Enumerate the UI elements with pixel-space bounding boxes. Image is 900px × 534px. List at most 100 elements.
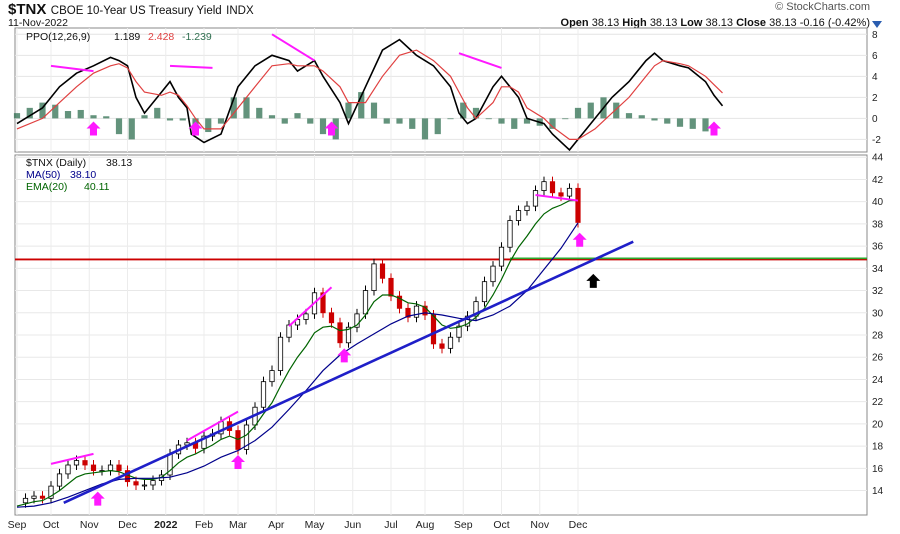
x-tick-label: Mar	[229, 519, 248, 531]
price-tick-label: 30	[872, 308, 884, 319]
ppo-histogram-bar	[26, 107, 33, 119]
price-bar-body	[439, 343, 445, 349]
price-tick-label: 28	[872, 331, 884, 342]
price-bar-body	[337, 322, 343, 344]
ppo-histogram-bar	[485, 118, 492, 120]
ma50-legend-value: 38.10	[70, 169, 96, 181]
ppo-up-arrow-icon	[86, 121, 101, 136]
ppo-histogram-bar	[77, 109, 84, 119]
ppo-histogram-bar	[460, 102, 467, 119]
ppo-histogram-bar	[587, 102, 594, 119]
ticker-title: $TNX CBOE 10-Year US Treasury Yield INDX	[8, 1, 254, 19]
price-bar-body	[116, 464, 122, 471]
ppo-histogram-bar	[103, 116, 110, 119]
x-tick-label: Apr	[268, 519, 285, 531]
x-tick-label: Oct	[493, 519, 509, 531]
x-tick-label: Feb	[195, 519, 213, 531]
magenta-up-arrow-icon	[337, 348, 352, 363]
ppo-histogram-bar	[115, 118, 123, 135]
ppo-tick-label: -2	[872, 135, 881, 146]
close-label: Close	[736, 17, 767, 29]
price-tick-label: 34	[872, 264, 884, 275]
price-bar-body	[141, 484, 148, 487]
ppo-histogram-bar	[13, 113, 21, 119]
x-tick-label: Sep	[8, 519, 27, 531]
dropdown-arrow-icon[interactable]	[872, 21, 882, 28]
ppo-histogram-bar	[549, 118, 556, 129]
ma50-line	[16, 222, 579, 508]
price-tick-label: 42	[872, 175, 884, 186]
ppo-divergence-line	[458, 52, 502, 69]
price-bar-body	[133, 481, 139, 486]
ema20-legend-value: 40.11	[84, 181, 110, 193]
magenta-up-arrow-icon	[90, 491, 105, 506]
price-bar-body	[201, 435, 207, 449]
high-label: High	[622, 17, 647, 29]
high-value: 38.13	[649, 17, 678, 29]
price-tick-label: 38	[872, 219, 884, 230]
ppo-histogram-bar	[217, 118, 225, 124]
price-bar-body	[65, 464, 71, 475]
ppo-histogram-bar	[702, 118, 709, 132]
x-tick-label: May	[305, 519, 326, 531]
price-bar-body	[371, 263, 377, 291]
ppo-divergence-line	[169, 64, 213, 69]
ema20-legend-name: EMA(20)	[26, 181, 67, 193]
price-tick-label: 36	[872, 242, 884, 253]
price-bar-body	[405, 307, 411, 318]
price-tick-label: 24	[872, 375, 884, 386]
ppo-panel-frame	[14, 27, 868, 153]
ppo-histogram-bar	[243, 97, 250, 119]
ppo-histogram-bar	[64, 111, 72, 119]
price-bar-body	[260, 381, 267, 408]
ppo-histogram-bar	[447, 118, 454, 120]
ppo-histogram-bar	[472, 107, 480, 119]
price-bar-body	[73, 460, 80, 466]
ppo-histogram-bar	[562, 118, 569, 120]
price-tick-label: 26	[872, 353, 884, 364]
ppo-histogram-bar	[268, 115, 276, 119]
ppo-histogram-bar	[689, 118, 696, 129]
ppo-up-arrow-icon	[707, 121, 721, 136]
price-bar-body	[396, 295, 403, 309]
ppo-histogram-bar	[421, 118, 429, 140]
ppo-up-arrow-icon	[324, 121, 339, 136]
ppo-histogram-bar	[383, 118, 390, 124]
ppo-tick-label: 8	[872, 30, 878, 41]
price-bar-body	[430, 314, 437, 345]
brand-label: © StockCharts.com	[775, 1, 870, 13]
price-bar-body	[56, 473, 63, 487]
close-value: 38.13	[769, 17, 797, 29]
ppo-histogram-bar	[141, 115, 148, 119]
ppo-histogram-bar	[166, 118, 174, 121]
ppo-tick-label: 2	[872, 93, 878, 104]
chart-date: 11-Nov-2022	[8, 17, 68, 29]
ppo-divergence-line	[50, 64, 94, 73]
price-bar-body	[379, 263, 386, 279]
ppo-histogram-bar	[370, 102, 378, 119]
x-tick-label: Sep	[454, 519, 473, 531]
ppo-histogram-bar	[396, 118, 403, 124]
ppo-legend-name: PPO(12,26,9)	[26, 31, 90, 43]
ma50-legend-name: MA(50)	[26, 169, 60, 181]
price-bar-body	[566, 187, 573, 197]
ppo-histogram-bar	[128, 118, 135, 140]
price-bar-body	[345, 326, 352, 344]
ema20-line	[16, 199, 579, 507]
ppo-histogram-bar	[664, 118, 671, 124]
ppo-histogram-bar	[358, 92, 365, 119]
price-divergence-line	[535, 194, 579, 202]
ppo-tick-label: 0	[872, 114, 878, 125]
ppo-histogram-bar	[319, 118, 327, 135]
low-label: Low	[680, 17, 703, 29]
ppo-histogram-bar	[294, 113, 301, 119]
price-divergence-line	[288, 286, 333, 327]
x-tick-label: Aug	[416, 519, 435, 531]
black-up-arrow-icon	[586, 273, 601, 288]
price-bar-body	[22, 497, 29, 504]
ohlc-readout: Open 38.13 High 38.13 Low 38.13 Close 38…	[561, 17, 870, 29]
price-tick-label: 14	[872, 486, 884, 497]
price-bar-body	[328, 312, 335, 324]
